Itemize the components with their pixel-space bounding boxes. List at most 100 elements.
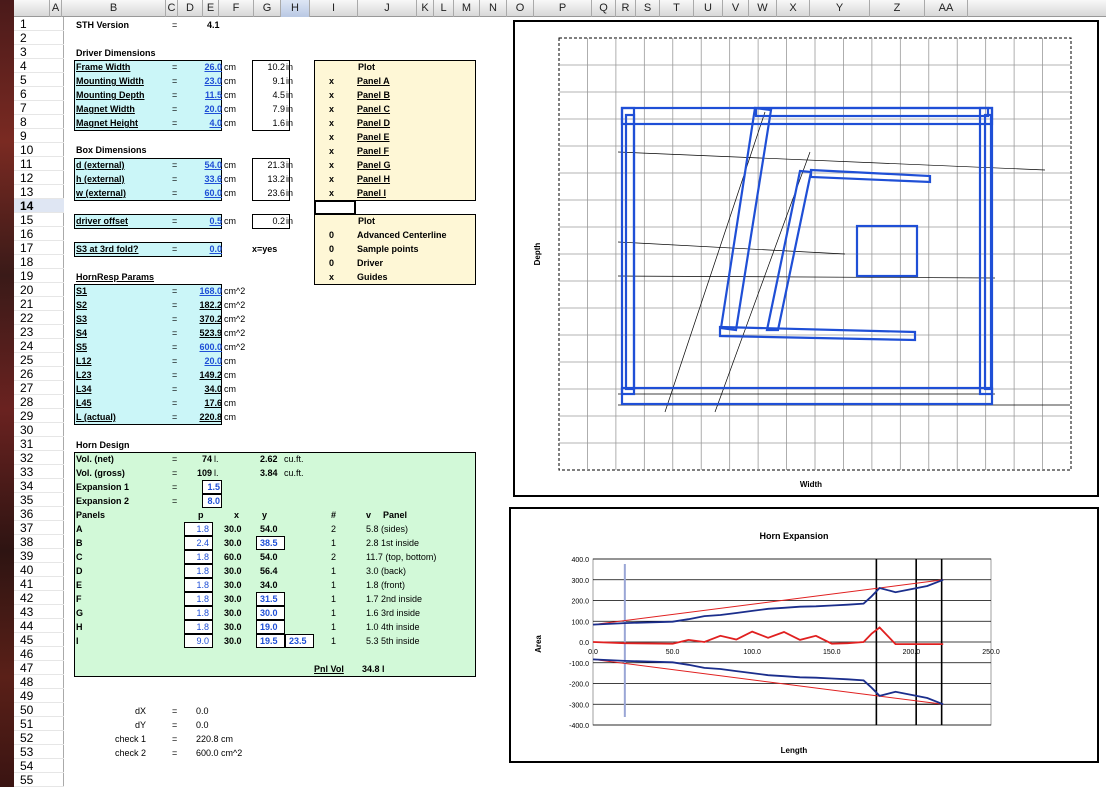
plot-option-mark[interactable]: x	[329, 272, 335, 282]
panel-p-value[interactable]: 1.8	[196, 608, 209, 618]
row-header-19[interactable]: 19	[14, 269, 64, 283]
row-header-20[interactable]: 20	[14, 283, 64, 297]
row-header-30[interactable]: 30	[14, 423, 64, 437]
column-header-m[interactable]: M	[454, 0, 480, 17]
row-header-28[interactable]: 28	[14, 395, 64, 409]
plot-panel-mark[interactable]: x	[329, 132, 335, 142]
plot-option-mark[interactable]: 0	[329, 230, 335, 240]
column-header-e[interactable]: E	[203, 0, 219, 17]
plot-panel-mark[interactable]: x	[329, 118, 335, 128]
plot-panel-mark[interactable]: x	[329, 90, 335, 100]
hornresp-row-value[interactable]: 20.0	[204, 356, 222, 366]
panel-y-value[interactable]: 38.5	[260, 538, 278, 548]
row-header-53[interactable]: 53	[14, 745, 64, 759]
row-header-16[interactable]: 16	[14, 227, 64, 241]
row-header-54[interactable]: 54	[14, 759, 64, 773]
column-header-p[interactable]: P	[534, 0, 592, 17]
panel-p-value[interactable]: 1.8	[196, 594, 209, 604]
column-header-k[interactable]: K	[417, 0, 434, 17]
row-header-1[interactable]: 1	[14, 17, 64, 31]
plot-panel-mark[interactable]: x	[329, 174, 335, 184]
plot-panel-mark[interactable]: x	[329, 188, 335, 198]
column-header-h[interactable]: H	[281, 0, 310, 17]
column-header-b[interactable]: B	[62, 0, 166, 17]
row-header-3[interactable]: 3	[14, 45, 64, 59]
row-header-21[interactable]: 21	[14, 297, 64, 311]
row-header-49[interactable]: 49	[14, 689, 64, 703]
hornresp-row-value[interactable]: 34.0	[204, 384, 222, 394]
row-header-26[interactable]: 26	[14, 367, 64, 381]
column-header-y[interactable]: Y	[810, 0, 870, 17]
row-header-8[interactable]: 8	[14, 115, 64, 129]
driver-row-cm-value[interactable]: 4.0	[209, 118, 222, 128]
row-header-36[interactable]: 36	[14, 507, 64, 521]
plot-panel-mark[interactable]: x	[329, 160, 335, 170]
hornresp-row-value[interactable]: 523.9	[199, 328, 222, 338]
column-header-n[interactable]: N	[480, 0, 507, 17]
row-header-6[interactable]: 6	[14, 87, 64, 101]
column-header-o[interactable]: O	[507, 0, 534, 17]
row-header-43[interactable]: 43	[14, 605, 64, 619]
plot-panel-mark[interactable]: x	[329, 104, 335, 114]
panel-p-value[interactable]: 1.8	[196, 524, 209, 534]
row-header-23[interactable]: 23	[14, 325, 64, 339]
hornresp-row-value[interactable]: 220.8	[199, 412, 222, 422]
driver-row-cm-value[interactable]: 23.0	[204, 76, 222, 86]
box-row-cm-value[interactable]: 33.6	[204, 174, 222, 184]
panel-y-value[interactable]: 19.5	[260, 636, 278, 646]
row-header-24[interactable]: 24	[14, 339, 64, 353]
panel-y-value[interactable]: 30.0	[260, 608, 278, 618]
row-header-42[interactable]: 42	[14, 591, 64, 605]
row-header-22[interactable]: 22	[14, 311, 64, 325]
column-header-x[interactable]: X	[777, 0, 810, 17]
row-header-7[interactable]: 7	[14, 101, 64, 115]
driver-offset-cm-value[interactable]: 0.5	[209, 216, 222, 226]
row-header-55[interactable]: 55	[14, 773, 64, 787]
column-header-r[interactable]: R	[616, 0, 636, 17]
horn-exp2-value[interactable]: 8.0	[207, 496, 220, 506]
row-header-46[interactable]: 46	[14, 647, 64, 661]
panel-y-value[interactable]: 19.0	[260, 622, 278, 632]
column-header-l[interactable]: L	[434, 0, 454, 17]
column-header-g[interactable]: G	[254, 0, 281, 17]
plan-view-chart[interactable]: Depth Width	[513, 20, 1099, 497]
selected-cell[interactable]	[314, 200, 356, 215]
hornresp-row-value[interactable]: 182.2	[199, 300, 222, 310]
box-row-cm-value[interactable]: 60.0	[204, 188, 222, 198]
driver-row-cm-value[interactable]: 26.0	[204, 62, 222, 72]
horn-expansion-chart[interactable]: 400.0 300.0 200.0 100.0 0.0 -100.0 -200.0 -300.…	[509, 507, 1099, 763]
plot-option-mark[interactable]: 0	[329, 258, 335, 268]
row-header-40[interactable]: 40	[14, 563, 64, 577]
row-header-48[interactable]: 48	[14, 675, 64, 689]
column-header-i[interactable]: I	[310, 0, 358, 17]
hornresp-row-value[interactable]: 149.2	[199, 370, 222, 380]
plot-panel-mark[interactable]: x	[329, 76, 335, 86]
row-header-50[interactable]: 50	[14, 703, 64, 717]
panel-p-value[interactable]: 1.8	[196, 552, 209, 562]
row-header-17[interactable]: 17	[14, 241, 64, 255]
row-header-51[interactable]: 51	[14, 717, 64, 731]
row-header-14[interactable]: 14	[14, 199, 64, 213]
column-header-t[interactable]: T	[660, 0, 694, 17]
column-header-aa[interactable]: AA	[925, 0, 968, 17]
row-header-2[interactable]: 2	[14, 31, 64, 45]
panel-p-value[interactable]: 1.8	[196, 580, 209, 590]
hornresp-row-value[interactable]: 168.0	[199, 286, 222, 296]
panel-y-value[interactable]: 31.5	[260, 594, 278, 604]
column-header-u[interactable]: U	[694, 0, 723, 17]
row-header-47[interactable]: 47	[14, 661, 64, 675]
hornresp-row-value[interactable]: 370.2	[199, 314, 222, 324]
row-header-37[interactable]: 37	[14, 521, 64, 535]
row-header-31[interactable]: 31	[14, 437, 64, 451]
row-header-32[interactable]: 32	[14, 451, 64, 465]
column-header-a[interactable]: A	[50, 0, 62, 17]
box-row-cm-value[interactable]: 54.0	[204, 160, 222, 170]
row-header-35[interactable]: 35	[14, 493, 64, 507]
row-header-12[interactable]: 12	[14, 171, 64, 185]
column-header-v[interactable]: V	[723, 0, 749, 17]
row-header-27[interactable]: 27	[14, 381, 64, 395]
row-header-11[interactable]: 11	[14, 157, 64, 171]
panel-p-value[interactable]: 1.8	[196, 566, 209, 576]
row-header-15[interactable]: 15	[14, 213, 64, 227]
hornresp-row-value[interactable]: 600.0	[199, 342, 222, 352]
